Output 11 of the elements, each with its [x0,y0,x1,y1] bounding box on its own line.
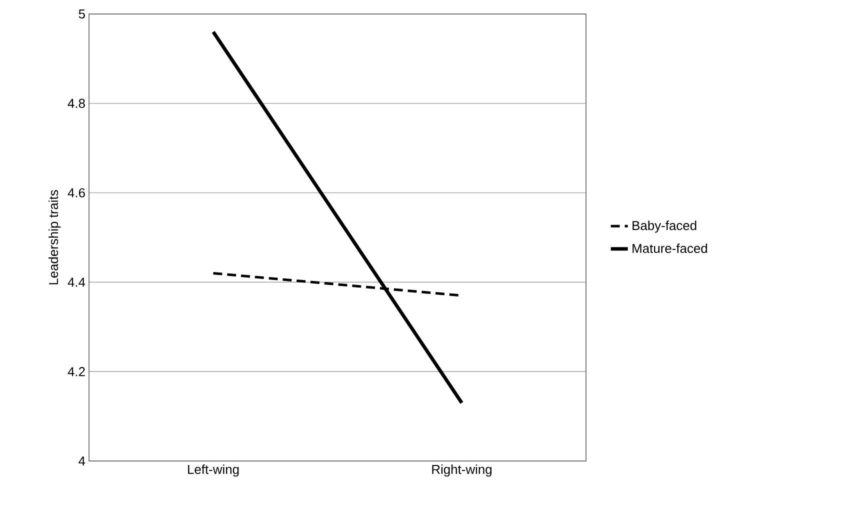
y-axis-title: Leadership traits [48,190,61,284]
legend-label: Mature-faced [632,243,708,253]
y-tick-label: 4.2 [68,367,85,376]
y-tick-label: 4 [78,456,86,466]
x-tick-label: Left-wing [188,464,239,477]
y-tick-label: 4.8 [68,98,85,108]
y-tick-label: 5 [78,9,85,18]
legend-label: Baby-faced [632,220,696,233]
y-tick-label: 4.6 [68,188,85,198]
x-tick-label: Right-wing [432,464,492,477]
y-tick-label: 4.4 [68,278,86,287]
